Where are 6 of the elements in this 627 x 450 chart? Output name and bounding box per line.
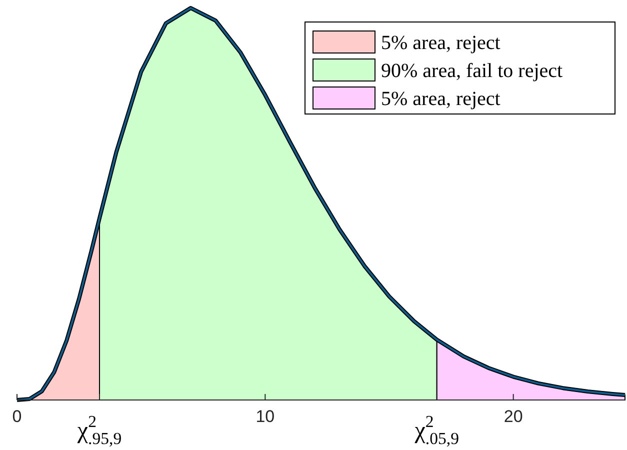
legend-label: 90% area, fail to reject [381, 60, 564, 82]
x-tick-label: 10 [256, 407, 275, 426]
x-tick-label: 20 [504, 407, 523, 426]
legend-label: 5% area, reject [381, 32, 501, 54]
legend-label: 5% area, reject [381, 88, 501, 110]
x-tick-label: 0 [12, 407, 22, 426]
